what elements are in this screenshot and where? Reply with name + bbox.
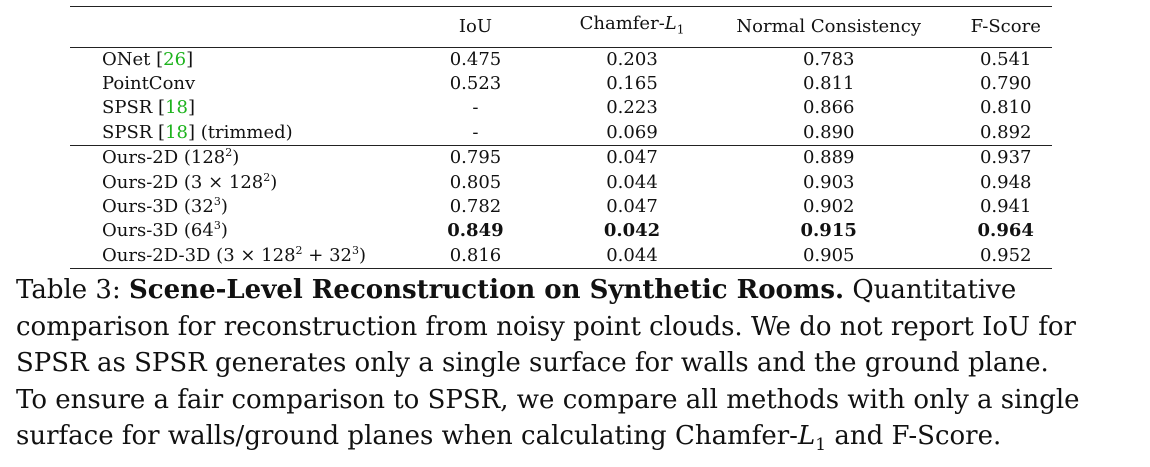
chamfer-cell: 0.223 (606, 97, 658, 119)
fscore-cell: 0.952 (979, 244, 1032, 266)
iou-cell: 0.805 (449, 171, 502, 193)
method-cell: Ours-2D (1282) (102, 146, 240, 169)
iou-cell: 0.816 (449, 244, 502, 266)
fscore-cell: 0.892 (979, 121, 1032, 143)
chamfer-cell: 0.042 (603, 220, 661, 242)
caption-line: To ensure a fair comparison to SPSR, we … (16, 384, 1080, 415)
fscore-cell: 0.964 (977, 220, 1034, 242)
normal-cell: 0.903 (802, 171, 855, 193)
chamfer-cell: 0.044 (606, 171, 658, 193)
method-cell: Ours-2D-3D (3 × 1282 + 323) (102, 243, 367, 266)
chamfer-cell: 0.203 (606, 48, 658, 70)
normal-cell: 0.905 (802, 244, 855, 266)
caption-line: SPSR as SPSR generates only a single sur… (16, 348, 1049, 379)
normal-cell: 0.902 (802, 196, 855, 218)
normal-cell: 0.915 (800, 220, 857, 242)
method-cell: ONet [26] (102, 48, 194, 70)
fscore-cell: 0.810 (979, 97, 1032, 119)
fscore-cell: 0.541 (979, 48, 1032, 70)
caption-label: Table 3: (16, 275, 121, 305)
method-cell: SPSR [18] (102, 97, 196, 119)
normal-cell: 0.783 (802, 48, 855, 70)
table-row: ONet [26] 0.475 0.203 0.783 0.541 (70, 47, 1052, 72)
table-row: PointConv 0.523 0.165 0.811 0.790 (70, 72, 1052, 96)
chamfer-cell: 0.044 (606, 244, 658, 266)
method-cell: Ours-2D (3 × 1282) (102, 170, 278, 193)
citation-link[interactable]: 26 (163, 48, 187, 70)
table-row: Ours-3D (323) 0.782 0.047 0.902 0.941 (70, 195, 1052, 219)
table-row: Ours-2D (3 × 1282) 0.805 0.044 0.903 0.9… (70, 171, 1052, 195)
chamfer-cell: 0.165 (606, 73, 658, 94)
caption-line: surface for walls/ground planes when cal… (16, 421, 1002, 456)
header-chamfer: Chamfer-L1 (579, 13, 685, 37)
fscore-cell: 0.937 (979, 147, 1032, 169)
citation-link[interactable]: 18 (165, 97, 188, 119)
table-row: Ours-2D (1282) 0.795 0.047 0.889 0.937 (70, 145, 1052, 171)
iou-cell: 0.475 (449, 48, 502, 70)
method-cell: PointConv (102, 73, 196, 94)
header-method (70, 7, 385, 48)
iou-cell: 0.795 (449, 147, 502, 169)
method-cell: Ours-3D (643) (102, 219, 228, 242)
results-table: IoU Chamfer-L1 Normal Consistency F-Scor… (70, 6, 1052, 269)
table-caption: Table 3: Scene-Level Reconstruction on S… (16, 272, 1136, 464)
iou-cell: - (472, 97, 479, 119)
table-header-row: IoU Chamfer-L1 Normal Consistency F-Scor… (70, 6, 1052, 48)
table-row: SPSR [18] (trimmed) - 0.069 0.890 0.892 (70, 121, 1052, 146)
citation-link[interactable]: 18 (165, 121, 188, 143)
fscore-cell: 0.948 (979, 171, 1032, 193)
chamfer-cell: 0.047 (606, 196, 658, 218)
chamfer-cell: 0.047 (606, 147, 658, 169)
iou-cell: 0.849 (447, 220, 504, 242)
header-normal-consistency: Normal Consistency (736, 15, 922, 37)
method-cell: SPSR [18] (trimmed) (102, 121, 293, 143)
table-row-best: Ours-3D (643) 0.849 0.042 0.915 0.964 (70, 219, 1052, 243)
normal-cell: 0.866 (802, 97, 855, 119)
header-fscore: F-Score (970, 15, 1041, 37)
fscore-cell: 0.941 (979, 196, 1032, 218)
caption-title: Scene-Level Reconstruction on Synthetic … (129, 275, 845, 305)
normal-cell: 0.890 (802, 121, 855, 143)
fscore-cell: 0.790 (979, 73, 1032, 94)
iou-cell: 0.782 (449, 196, 502, 218)
method-cell: Ours-3D (323) (102, 195, 228, 218)
header-iou: IoU (458, 15, 493, 37)
results-table-container: IoU Chamfer-L1 Normal Consistency F-Scor… (70, 6, 1052, 269)
caption-line: comparison for reconstruction from noisy… (16, 311, 1076, 342)
caption-line: Table 3: Scene-Level Reconstruction on S… (16, 275, 1017, 305)
normal-cell: 0.889 (802, 147, 855, 169)
iou-cell: 0.523 (449, 73, 502, 94)
chamfer-cell: 0.069 (606, 121, 658, 143)
iou-cell: - (472, 121, 479, 143)
normal-cell: 0.811 (802, 73, 855, 94)
table-row: Ours-2D-3D (3 × 1282 + 323) 0.816 0.044 … (70, 244, 1052, 269)
table-row: SPSR [18] - 0.223 0.866 0.810 (70, 96, 1052, 120)
